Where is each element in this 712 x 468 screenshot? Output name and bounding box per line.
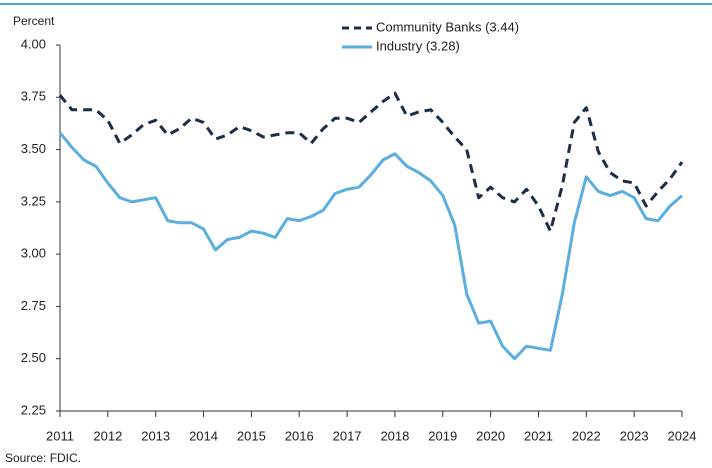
x-tick-label: 2023 (620, 428, 649, 443)
x-tick-label: 2011 (46, 428, 74, 443)
y-tick-label: 3.25 (21, 193, 46, 208)
series-line (58, 91, 684, 233)
x-tick-label: 2013 (141, 428, 170, 443)
x-tick-label: 2017 (333, 428, 362, 443)
source: Source: FDIC. (5, 451, 81, 465)
y-tick-label: 3.00 (21, 246, 46, 261)
legend-label: Community Banks (3.44) (376, 19, 519, 34)
legend-label: Industry (3.28) (376, 38, 460, 53)
x-tick-label: 2024 (668, 428, 697, 443)
y-tick-label: 2.25 (21, 402, 46, 417)
x-tick-label: 2022 (572, 428, 601, 443)
y-tick-label: 2.75 (21, 298, 46, 313)
x-tick-label: 2014 (189, 428, 218, 443)
y-tick-label: 3.75 (21, 89, 46, 104)
x-tick-label: 2012 (93, 428, 122, 443)
x-tick-label: 2018 (380, 428, 409, 443)
y-tick-label: 2.50 (21, 350, 46, 365)
series-line (58, 131, 683, 361)
x-tick-label: 2021 (524, 428, 553, 443)
x-tick-label: 2016 (285, 428, 314, 443)
x-tick-label: 2020 (476, 428, 505, 443)
x-tick-label: 2015 (237, 428, 266, 443)
x-tick-label: 2019 (428, 428, 457, 443)
y-axis-label: Percent (13, 14, 55, 28)
y-tick-label: 4.00 (21, 36, 46, 51)
y-tick-label: 3.50 (21, 141, 46, 156)
